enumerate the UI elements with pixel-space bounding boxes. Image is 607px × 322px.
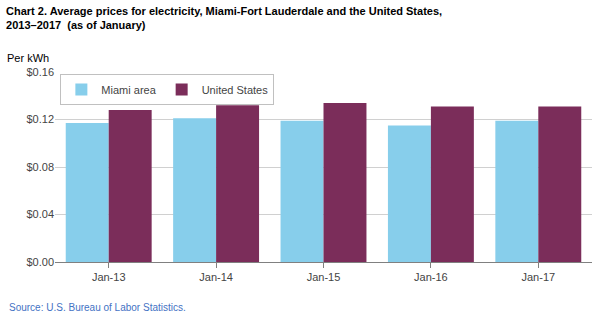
svg-text:$0.04: $0.04 [26,208,54,220]
svg-text:Per kWh: Per kWh [7,52,49,64]
svg-text:$0.16: $0.16 [26,66,54,78]
svg-text:Source: U.S. Bureau of Labor S: Source: U.S. Bureau of Labor Statistics. [9,302,186,313]
svg-text:Chart 2. Average prices for el: Chart 2. Average prices for electricity,… [6,5,442,31]
svg-text:$0.08: $0.08 [26,161,54,173]
svg-text:Jan-16: Jan-16 [414,271,448,283]
svg-text:United States: United States [202,84,269,96]
svg-text:$0.12: $0.12 [26,113,54,125]
svg-text:Miami area: Miami area [101,84,156,96]
svg-text:$0.00: $0.00 [26,256,54,268]
svg-text:Jan-17: Jan-17 [521,271,555,283]
svg-text:Jan-13: Jan-13 [92,271,126,283]
svg-text:Jan-15: Jan-15 [307,271,341,283]
svg-text:Jan-14: Jan-14 [199,271,233,283]
